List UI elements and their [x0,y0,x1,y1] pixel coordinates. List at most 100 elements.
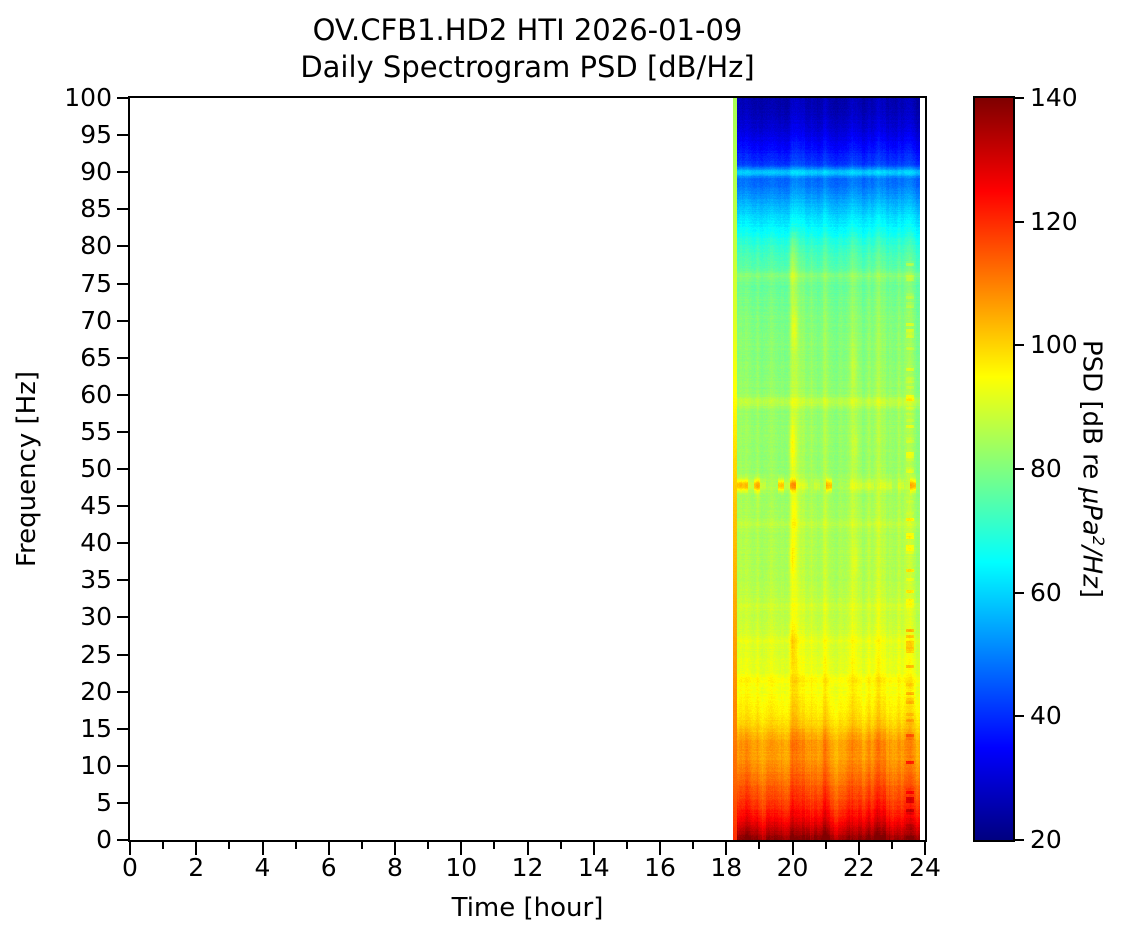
x-major-tick [791,842,794,855]
y-major-tick [117,97,128,99]
x-tick-label: 14 [577,853,610,882]
y-major-tick [117,542,128,545]
y-major-tick [117,505,128,508]
y-major-tick [117,653,128,656]
colorbar-tick [1015,97,1024,99]
colorbar-tick-label: 20 [1030,825,1062,854]
y-tick-label: 20 [80,676,112,706]
x-minor-tick [890,842,893,849]
y-tick-label: 80 [80,231,112,261]
chart-title-line1: OV.CFB1.HD2 HTI 2026-01-09 [312,13,743,47]
x-tick-label: 18 [710,853,743,882]
x-tick-label: 12 [511,853,544,882]
y-tick-label: 70 [80,305,112,335]
x-major-tick [857,842,860,855]
colorbar-tick-label: 60 [1030,577,1062,607]
x-minor-tick [559,842,562,849]
chart-title-line2: Daily Spectrogram PSD [dB/Hz] [300,50,755,84]
y-major-tick [117,393,128,396]
x-minor-tick [625,842,628,849]
x-major-tick [659,842,661,855]
colorbar-tick-label: 40 [1030,701,1062,731]
y-tick-label: 60 [80,379,112,409]
y-tick-label: 25 [80,639,112,669]
x-tick-label: 16 [644,853,676,882]
x-major-tick [924,842,926,855]
y-major-tick [117,356,128,359]
y-tick-label: 30 [80,602,112,632]
y-tick-label: 45 [80,491,112,521]
y-tick-label: 50 [80,454,112,483]
y-major-tick [117,839,128,841]
x-major-tick [261,842,264,855]
colorbar-label-close: ] [1076,587,1107,599]
y-major-tick [117,282,128,285]
x-tick-label: 0 [122,853,138,882]
x-major-tick [129,842,131,855]
x-tick-label: 4 [254,853,271,882]
y-tick-label: 35 [80,565,112,595]
colorbar-tick [1015,220,1024,223]
colorbar-tick-label: 120 [1030,206,1078,236]
x-minor-tick [162,842,165,849]
x-major-tick [195,842,198,855]
x-tick-label: 6 [320,853,337,882]
x-minor-tick [758,842,761,849]
y-tick-label: 55 [80,416,112,446]
x-minor-tick [228,842,231,849]
x-tick-label: 22 [842,853,875,882]
x-minor-tick [294,842,297,849]
y-major-tick [117,134,128,137]
y-tick-label: 15 [80,713,112,743]
colorbar-tick [1015,715,1024,718]
x-axis-label: Time [hour] [451,893,604,923]
colorbar-tick [1015,344,1024,347]
colorbar-tick-label: 140 [1030,83,1078,112]
y-major-tick [117,208,128,211]
colorbar-label-unit: μPa [1076,487,1107,536]
y-tick-label: 0 [96,825,112,854]
x-tick-label: 20 [776,853,809,882]
y-major-tick [117,727,128,730]
colorbar-tick [1015,839,1024,841]
y-major-tick [117,801,128,804]
y-tick-label: 95 [80,120,112,150]
y-tick-label: 100 [64,83,112,112]
y-tick-label: 65 [80,342,112,372]
x-minor-tick [493,842,496,849]
y-tick-label: 75 [80,268,112,298]
y-major-tick [117,690,128,693]
y-major-tick [117,468,128,470]
x-major-tick [394,842,396,855]
y-major-tick [117,245,128,248]
x-major-tick [327,842,330,855]
colorbar-tick [1015,468,1024,470]
chart-title: OV.CFB1.HD2 HTI 2026-01-09 Daily Spectro… [130,12,925,86]
y-major-tick [117,171,128,174]
x-tick-label: 2 [188,853,205,882]
x-minor-tick [692,842,695,849]
colorbar-label-sup: 2 [1089,535,1108,546]
x-major-tick [725,842,728,855]
colorbar-canvas [975,98,1013,840]
x-tick-label: 10 [445,853,478,882]
y-axis-label: Frequency [Hz] [12,370,42,568]
colorbar-tick-label: 80 [1030,454,1062,483]
y-major-tick [117,764,128,767]
x-minor-tick [360,842,363,849]
colorbar-label-unit-rest: /Hz [1076,545,1107,588]
colorbar-tick-label: 100 [1030,330,1078,360]
x-minor-tick [427,842,430,849]
x-major-tick [592,842,595,855]
y-major-tick [117,579,128,582]
y-major-tick [117,430,128,433]
colorbar-label: PSD [dB re μPa2/Hz] [1076,288,1113,650]
colorbar-label-prefix: PSD [dB re [1076,339,1107,488]
y-tick-label: 90 [80,157,112,187]
colorbar-tick [1015,591,1024,594]
x-major-tick [526,842,529,855]
y-major-tick [117,616,128,619]
x-major-tick [460,842,463,855]
y-tick-label: 40 [80,528,112,558]
